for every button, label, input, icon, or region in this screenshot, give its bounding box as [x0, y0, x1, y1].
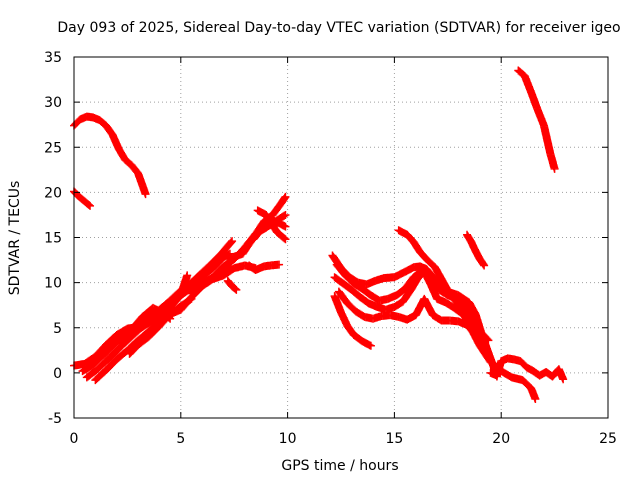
series-arc11 — [224, 277, 241, 294]
y-tick-label: 30 — [44, 95, 62, 111]
series-arc21 — [463, 231, 488, 270]
y-axis-ticks: -5 0 5 10 15 20 25 30 35 — [44, 50, 608, 427]
x-tick-label: 20 — [492, 431, 510, 447]
x-tick-label: 0 — [70, 431, 79, 447]
series-arc23 — [514, 67, 558, 173]
chart: Day 093 of 2025, Sidereal Day-to-day VTE… — [0, 0, 640, 480]
data-series — [70, 67, 567, 404]
series-arc7 — [126, 261, 260, 357]
y-tick-label: -5 — [48, 411, 62, 427]
x-tick-label: 15 — [385, 431, 403, 447]
data-marker-run — [540, 123, 554, 156]
chart-title: Day 093 of 2025, Sidereal Day-to-day VTE… — [57, 20, 620, 36]
series-arc22 — [487, 354, 568, 383]
y-tick-label: 10 — [44, 276, 62, 292]
x-axis-label: GPS time / hours — [281, 458, 398, 474]
x-tick-label: 10 — [279, 431, 297, 447]
y-tick-label: 25 — [44, 140, 62, 156]
x-tick-label: 25 — [599, 431, 617, 447]
y-tick-label: 35 — [44, 50, 62, 66]
y-tick-label: 5 — [53, 321, 62, 337]
series-arc12 — [245, 261, 283, 274]
y-tick-label: 15 — [44, 231, 62, 247]
y-tick-label: 20 — [44, 185, 62, 201]
grid-lines — [74, 57, 608, 418]
series-arc1 — [70, 113, 150, 199]
y-axis-label: SDTVAR / TECUs — [7, 181, 23, 296]
y-tick-label: 0 — [53, 366, 62, 382]
x-tick-label: 5 — [176, 431, 185, 447]
